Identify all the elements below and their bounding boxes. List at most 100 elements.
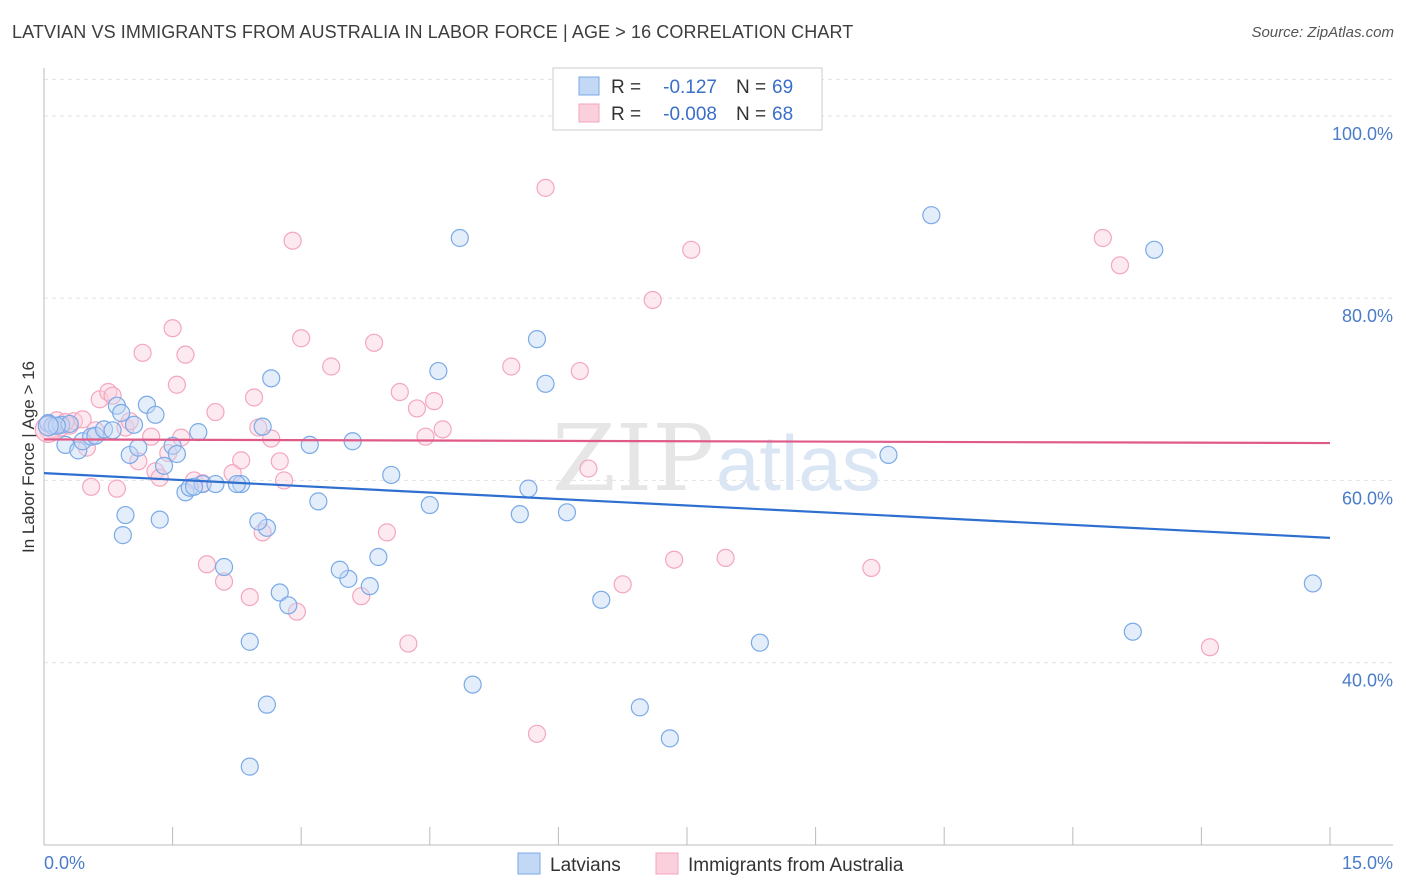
x-tick-label-max: 15.0% xyxy=(1342,853,1393,873)
latvians-point xyxy=(382,465,401,485)
australia-point xyxy=(1200,638,1220,657)
legend-n-label-2: N = xyxy=(736,104,766,125)
bottom-legend-australia: Immigrants from Australia xyxy=(688,855,904,876)
australia-point xyxy=(322,357,341,376)
australia-point xyxy=(292,329,311,348)
australia-point xyxy=(244,388,264,407)
australia-point xyxy=(665,550,684,569)
chart-title: LATVIAN VS IMMIGRANTS FROM AUSTRALIA IN … xyxy=(12,22,854,42)
latvians-point xyxy=(206,474,225,494)
latvians-point xyxy=(167,444,186,464)
latvians-point xyxy=(879,445,898,465)
series-latvians-points xyxy=(37,206,1322,776)
x-tick-marks xyxy=(43,827,1331,845)
latvians-point xyxy=(360,577,379,596)
latvians-point xyxy=(163,436,182,455)
australia-point xyxy=(570,361,589,381)
latvians-point xyxy=(113,526,132,545)
latvians-point xyxy=(309,492,328,511)
latvians-point xyxy=(450,228,469,248)
y-tick-labels: 40.0% 60.0% 80.0% 100.0% xyxy=(1332,124,1393,691)
latvians-point xyxy=(112,403,131,423)
legend-r-value-2: -0.008 xyxy=(663,104,717,125)
australia-point xyxy=(502,357,521,376)
latvians-point xyxy=(189,423,208,442)
australia-point xyxy=(390,382,409,402)
latvians-point xyxy=(270,583,289,602)
australia-point xyxy=(416,427,435,446)
australia-point xyxy=(536,178,555,197)
latvians-point xyxy=(519,479,538,498)
y-axis-label: In Labor Force | Age > 16 xyxy=(19,361,38,553)
x-tick-label-min: 0.0% xyxy=(44,853,85,873)
legend-r-label-2: R = xyxy=(611,104,641,125)
gridlines xyxy=(44,78,1393,664)
australia-point xyxy=(214,572,234,591)
latvians-point xyxy=(154,456,174,475)
australia-point xyxy=(613,575,632,594)
latvians-point xyxy=(146,405,165,424)
legend-n-value-2: 68 xyxy=(772,104,793,125)
australia-trend-line xyxy=(43,438,1331,445)
y-tick-label: 40.0% xyxy=(1342,671,1393,691)
australia-point xyxy=(579,459,598,478)
latvians-point xyxy=(369,547,388,567)
australia-point xyxy=(433,420,452,439)
latvians-point xyxy=(510,505,529,524)
latvians-point xyxy=(253,417,272,436)
y-tick-label: 60.0% xyxy=(1342,488,1393,508)
australia-point xyxy=(1110,256,1130,275)
bottom-legend-swatch-australia xyxy=(655,852,679,875)
australia-point xyxy=(133,343,152,362)
legend-r-value-1: -0.127 xyxy=(663,77,717,98)
latvians-point xyxy=(257,695,277,714)
latvians-point xyxy=(420,495,439,515)
legend-n-value-1: 69 xyxy=(772,77,793,98)
latvians-point xyxy=(660,729,679,748)
australia-point xyxy=(407,399,427,418)
latvians-point xyxy=(124,415,144,434)
australia-point xyxy=(197,555,216,574)
australia-point xyxy=(364,333,384,352)
australia-point xyxy=(167,375,186,394)
latvians-point xyxy=(116,505,135,525)
latvians-point xyxy=(330,560,349,579)
latvians-point xyxy=(536,374,555,393)
latvians-point xyxy=(1303,574,1322,593)
australia-point xyxy=(643,290,662,310)
australia-point xyxy=(270,452,289,471)
latvians-point xyxy=(214,557,234,577)
australia-point xyxy=(206,402,225,422)
latvians-point xyxy=(1123,622,1142,641)
latvians-point xyxy=(129,438,148,457)
latvians-point xyxy=(463,675,482,694)
latvians-point xyxy=(630,698,649,717)
watermark-zip: ZIP xyxy=(552,405,714,512)
latvians-cluster-point xyxy=(37,415,59,437)
australia-point xyxy=(176,345,195,364)
australia-point xyxy=(107,479,126,498)
australia-point xyxy=(527,724,547,743)
source-label: Source: ZipAtlas.com xyxy=(1251,24,1394,41)
australia-point xyxy=(862,558,881,578)
australia-point xyxy=(232,451,251,470)
latvians-point xyxy=(262,369,281,388)
watermark: ZIP atlas xyxy=(552,405,881,512)
bottom-legend-swatch-latvians xyxy=(517,852,541,875)
australia-point xyxy=(682,240,701,259)
latvians-point xyxy=(750,633,769,652)
bottom-legend-latvians: Latvians xyxy=(550,855,621,876)
latvians-point xyxy=(557,503,577,522)
latvians-point xyxy=(103,421,122,440)
legend-swatch-australia xyxy=(578,103,600,123)
latvians-point xyxy=(249,512,268,531)
australia-point xyxy=(1093,228,1112,248)
australia-point xyxy=(424,392,444,411)
latvians-point xyxy=(429,361,448,381)
latvians-point xyxy=(527,330,547,349)
latvians-point xyxy=(240,632,259,651)
australia-point xyxy=(283,231,302,250)
latvians-point xyxy=(592,590,611,609)
australia-point xyxy=(103,386,122,405)
latvians-trend-line xyxy=(43,472,1331,539)
